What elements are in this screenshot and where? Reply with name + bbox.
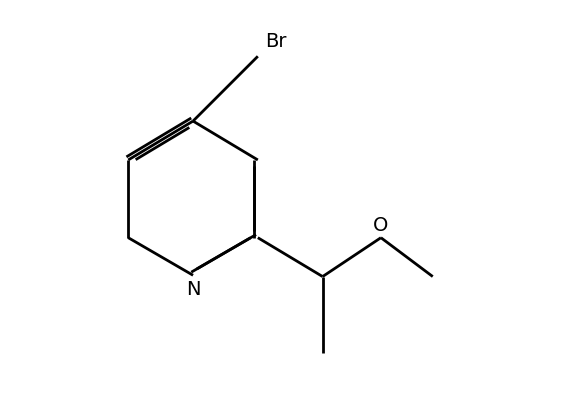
Text: Br: Br (265, 32, 287, 51)
Text: O: O (373, 216, 389, 235)
Text: N: N (186, 279, 200, 298)
